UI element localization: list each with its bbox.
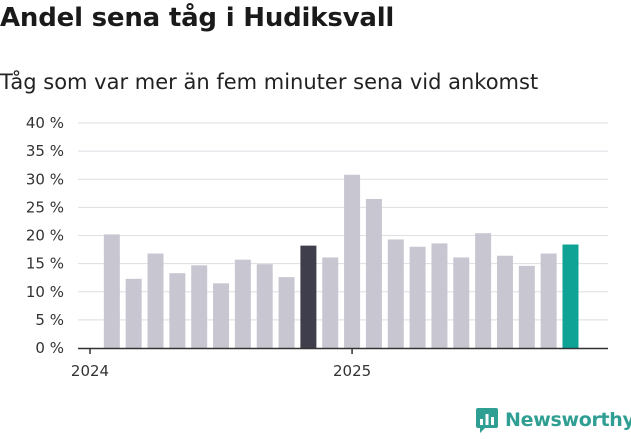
y-tick-label: 40 % [26,114,64,132]
chart-title: Andel sena tåg i Hudiksvall [0,3,395,33]
bar [518,265,535,349]
bar [278,277,295,349]
y-tick-label: 25 % [26,198,64,216]
y-tick-label: 5 % [35,311,64,329]
gridlines [78,122,608,321]
y-tick-label: 30 % [26,170,64,188]
bar [409,246,426,348]
bar [256,264,273,348]
bar [169,273,186,348]
newsworthy-logo-icon [476,408,498,433]
y-tick-label: 15 % [26,255,64,273]
y-tick-label: 10 % [26,283,64,301]
y-tick-label: 0 % [35,339,64,357]
bar [496,255,513,348]
x-tick-label: 2024 [71,362,109,380]
bar [213,283,230,348]
y-tick-label: 35 % [26,142,64,160]
bar [191,265,208,348]
chart-subtitle: Tåg som var mer än fem minuter sena vid … [0,70,539,94]
bar [562,244,579,348]
y-axis-labels: 0 % 5 % 10 % 15 % 20 % 25 % 30 % 35 % 40 % [26,114,64,357]
newsworthy-logo: Newsworthy [475,406,631,434]
bars [103,174,579,349]
bar [540,253,557,348]
bar [147,253,164,348]
x-tick-label: 2025 [333,362,371,380]
bar [344,174,361,348]
bar [322,257,339,348]
bar [234,259,251,348]
y-tick-label: 20 % [26,227,64,245]
bar [387,239,404,348]
bar [300,245,317,349]
bar [125,278,142,348]
bar [475,233,492,348]
newsworthy-logo-text: Newsworthy [505,409,631,431]
bar [365,198,382,348]
bar [453,257,470,348]
bar [431,243,448,349]
x-axis: 2024 2025 [71,347,608,380]
bar [103,234,120,349]
